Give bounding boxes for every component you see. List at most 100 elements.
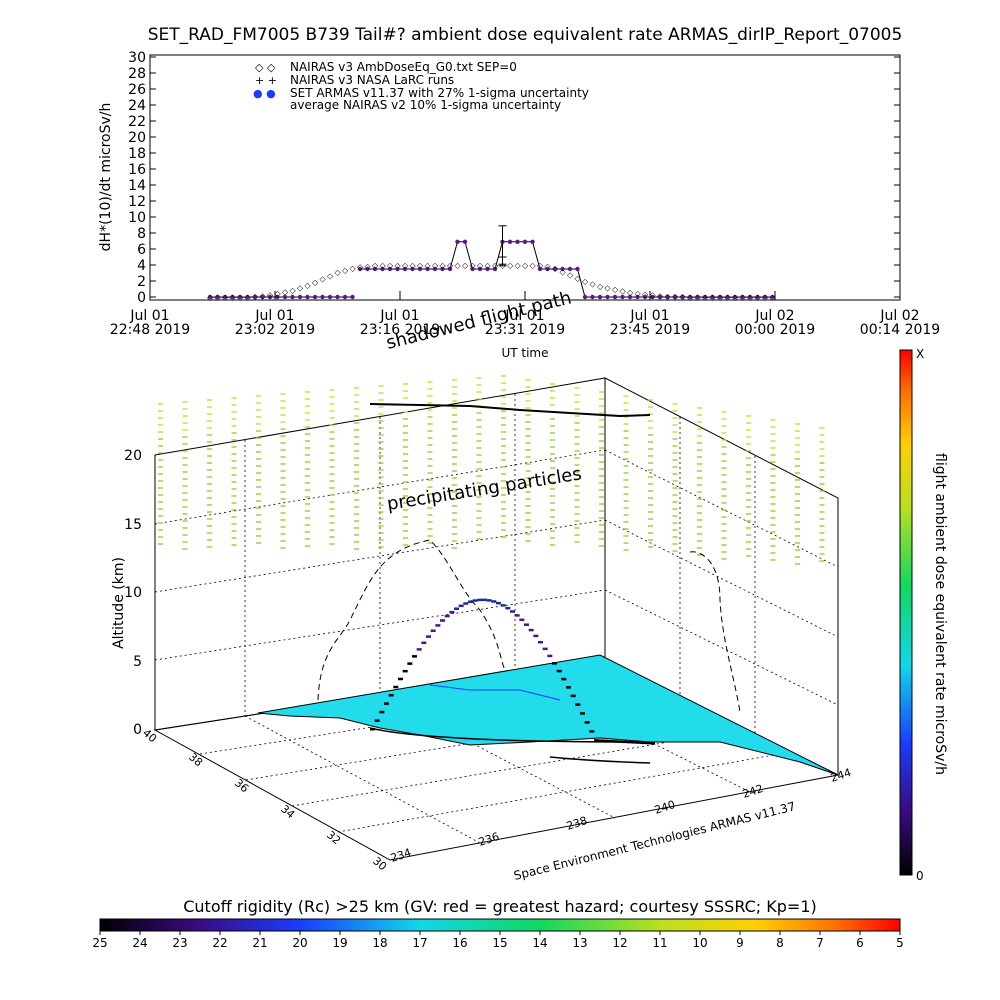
nairas-v3-point: ◇ (372, 261, 379, 270)
y-tick-label: 18 (128, 146, 146, 162)
armas-point (425, 266, 430, 272)
armas-point (410, 266, 415, 272)
flight-point (598, 739, 604, 742)
lon-tick: 242 (741, 782, 765, 801)
armas-point (597, 294, 603, 300)
flight-point (426, 635, 431, 638)
flight-point (444, 614, 450, 618)
flight-point (570, 694, 576, 698)
armas-point (207, 294, 213, 300)
armas-point (357, 266, 363, 272)
armas-point (365, 266, 370, 272)
flight-point (524, 623, 529, 626)
nairas-v3-point: ◇ (597, 282, 604, 291)
armas-point (717, 294, 723, 300)
cutoff-tick-label: 15 (492, 936, 507, 950)
flight-point (640, 741, 646, 745)
chart-title: SET_RAD_FM7005 B739 Tail#? ambient dose … (148, 25, 903, 45)
nairas-v3-point: ◇ (620, 287, 627, 296)
nairas-v3-point: ◇ (432, 261, 439, 270)
nairas-v3-point: ◇ (207, 293, 214, 302)
flight-point (510, 610, 515, 613)
flight-point (528, 628, 534, 632)
armas-point (260, 294, 265, 300)
armas-point (237, 294, 243, 300)
flight-point (458, 604, 464, 608)
x-tick-label: Jul 01 (129, 308, 169, 324)
flight-point (514, 614, 520, 617)
armas-point (627, 294, 633, 300)
flight-point (393, 685, 399, 689)
armas-point (275, 294, 280, 300)
flight-point (608, 739, 613, 743)
x-tick-label: Jul 02 (879, 308, 919, 324)
nairas-v3-point: ◇ (582, 277, 589, 286)
cutoff-rigidity-colorbar (99, 918, 901, 932)
shadow-track-top (369, 403, 651, 418)
nairas-v3-point: ◇ (740, 293, 747, 302)
nairas-v3-point: ◇ (627, 288, 634, 297)
nairas-v3-point: ◇ (732, 293, 739, 302)
flight-point (468, 600, 473, 603)
nairas-v3-point: ◇ (410, 261, 417, 270)
nairas-v3-point: ◇ (440, 261, 447, 270)
armas-point (605, 294, 610, 300)
flight-point (407, 662, 413, 665)
armas-point (680, 294, 685, 300)
y-tick-label: 12 (128, 194, 146, 210)
nairas-v3-point: ◇ (320, 275, 327, 284)
nairas-v3-point: ◇ (462, 261, 469, 270)
nairas-v3-point: ◇ (297, 283, 304, 292)
nairas-v3-point: ◇ (687, 293, 694, 302)
shadow-curve-left (317, 539, 506, 701)
x-tick-label: 00:14 2019 (860, 322, 940, 338)
armas-point (650, 294, 655, 300)
y-tick-label: 30 (128, 50, 146, 66)
cutoff-tick-label: 13 (572, 936, 587, 950)
nairas-v3-point: ◇ (335, 268, 342, 277)
armas-point (515, 239, 520, 244)
legend-text-larc: NAIRAS v3 NASA LaRC runs (290, 73, 454, 87)
nairas-v3-point: ◇ (590, 279, 597, 288)
nairas-v3-point: ◇ (770, 293, 777, 302)
flight-point (430, 629, 436, 633)
nairas-v3-point: ◇ (380, 261, 387, 270)
z-tick: 20 (124, 448, 142, 464)
armas-point (395, 266, 400, 272)
flight-point (472, 599, 478, 602)
nairas-v3-point: ◇ (387, 261, 394, 270)
armas-point (402, 266, 408, 272)
nairas-v3-point: ◇ (290, 286, 297, 295)
armas-point (222, 294, 228, 300)
armas-point (245, 294, 250, 300)
armas-point (305, 294, 310, 300)
nairas-v3-point: ◇ (237, 293, 244, 302)
armas-point (372, 266, 378, 272)
armas-point (612, 294, 618, 300)
flight-point (561, 677, 567, 681)
nairas-v3-point: ◇ (252, 292, 259, 301)
shadow-curve-right (689, 551, 741, 713)
nairas-v3-point: ◇ (357, 263, 364, 272)
armas-point (755, 294, 760, 300)
nairas-v3-point: ◇ (447, 261, 454, 270)
nairas-v3-point: ◇ (515, 261, 522, 270)
armas-point (335, 294, 340, 300)
lon-tick: 238 (565, 814, 589, 833)
flight-point (650, 742, 655, 745)
armas-point (327, 294, 333, 300)
nairas-v3-point: ◇ (605, 283, 612, 292)
flight-point (416, 648, 422, 651)
x-tick-label: Jul 02 (754, 308, 794, 324)
y-tick-label: 24 (128, 98, 146, 114)
top-series-group: ◇ ◇ ◇ ◇ ◇ ◇ ◇ ◇ ◇ ◇ ◇ ◇ ◇ ◇ ◇ ◇ ◇ ◇ ◇ ◇ ◇ ◇ ◇ ◇ ◇ ◇ ◇ ◇ ◇ ◇ ◇ ◇ ◇ ◇ ◇ ◇ ◇ ◇ ◇ ◇… (207, 225, 777, 302)
x-tick-label: Jul 01 (254, 308, 294, 324)
flight-point (374, 719, 380, 722)
legend-text-nairas-v2: average NAIRAS v2 10% 1-sigma uncertaint… (290, 98, 561, 112)
nairas-v3-point: ◇ (275, 289, 282, 298)
armas-point (635, 294, 640, 300)
flight-point (486, 599, 492, 602)
armas-point (455, 239, 460, 244)
armas-point (470, 266, 475, 272)
lon-tick: 240 (653, 798, 677, 817)
